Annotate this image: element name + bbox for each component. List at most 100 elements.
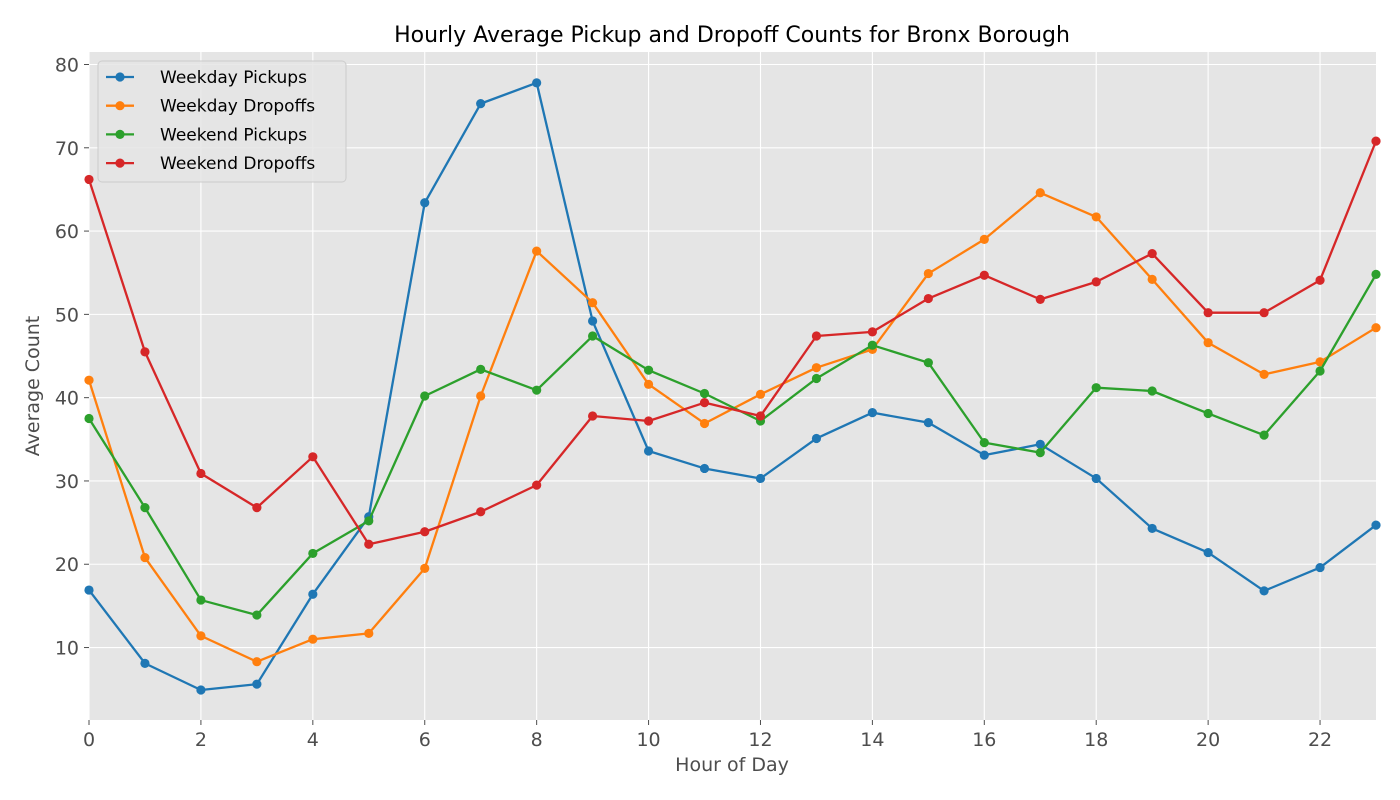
data-point: [1035, 439, 1045, 449]
x-tick-label: 10: [636, 729, 660, 751]
series-line: [87, 139, 1378, 546]
y-axis-label: Average Count: [22, 316, 44, 457]
data-point: [699, 388, 710, 399]
data-point: [1203, 308, 1213, 318]
legend-swatch-marker: [115, 158, 125, 168]
data-point: [643, 446, 654, 456]
legend-box: [97, 60, 347, 183]
data-point: [84, 174, 94, 185]
data-point: [1371, 269, 1381, 279]
data-point: [699, 418, 710, 429]
legend-swatch-marker: [115, 101, 125, 111]
data-point: [84, 585, 94, 595]
data-point: [811, 433, 822, 444]
data-point: [811, 373, 822, 384]
x-tick-label: 0: [83, 729, 95, 751]
y-axis-ticks: 10 20 30 40 50 60 70 80: [55, 54, 89, 660]
data-point: [811, 331, 822, 341]
data-point: [476, 507, 486, 517]
data-point: [867, 408, 877, 418]
data-point: [252, 657, 262, 667]
legend-swatch-marker: [115, 72, 125, 82]
legend-label: Weekend Pickups: [160, 125, 307, 145]
legend-swatch-marker: [115, 129, 125, 139]
data-point: [755, 389, 766, 399]
data-point: [643, 379, 654, 389]
data-point: [923, 268, 933, 279]
data-point: [1147, 248, 1157, 259]
data-point: [308, 634, 318, 644]
data-point: [252, 610, 262, 620]
series-line: [87, 273, 1378, 617]
data-point: [755, 411, 766, 421]
legend-item: Weekday Pickups: [106, 68, 307, 88]
x-axis-label: Hour of Day: [675, 754, 789, 776]
data-point: [923, 293, 933, 304]
data-point: [196, 468, 206, 479]
data-point: [476, 99, 486, 109]
data-point: [1259, 308, 1269, 318]
x-tick-label: 18: [1084, 729, 1108, 751]
series-weekend-dropoffs: [84, 136, 1381, 549]
data-point: [1035, 294, 1045, 304]
data-point: [140, 503, 150, 513]
x-tick-label: 20: [1196, 729, 1220, 751]
y-tick-label: 50: [55, 304, 79, 326]
data-point: [84, 375, 94, 385]
data-point: [979, 270, 989, 280]
legend-item: Weekday Dropoffs: [106, 97, 315, 117]
data-point: [420, 563, 430, 574]
data-point: [84, 413, 94, 424]
x-axis-ticks: 0 2 4 6 8 10 12 14 16 18 20 22: [83, 720, 1332, 751]
data-point: [252, 503, 262, 513]
data-point: [1147, 523, 1157, 534]
data-point: [1315, 562, 1325, 573]
legend-label: Weekend Dropoffs: [160, 154, 315, 174]
series-line: [87, 81, 1378, 692]
data-point: [979, 450, 989, 460]
data-point: [1147, 386, 1157, 396]
data-point: [1035, 188, 1045, 198]
data-point: [420, 527, 430, 537]
data-point: [588, 316, 598, 326]
data-point: [811, 363, 822, 373]
data-point: [532, 385, 542, 395]
data-point: [140, 552, 150, 563]
data-point: [699, 463, 710, 474]
data-point: [643, 365, 654, 375]
data-point: [252, 679, 262, 689]
data-point: [476, 364, 486, 374]
y-tick-label: 10: [55, 638, 79, 660]
x-tick-label: 6: [419, 729, 431, 751]
data-point: [923, 418, 933, 428]
legend-label: Weekday Pickups: [160, 68, 307, 88]
data-point: [196, 685, 206, 695]
data-point: [1203, 338, 1213, 348]
data-point: [476, 391, 486, 401]
data-point: [1371, 323, 1381, 333]
data-point: [140, 347, 150, 357]
data-point: [1315, 275, 1325, 285]
series-weekend-pickups: [84, 269, 1381, 620]
data-point: [140, 658, 150, 668]
data-point: [1371, 520, 1381, 530]
data-point: [1259, 430, 1269, 440]
y-tick-label: 40: [55, 388, 79, 410]
y-tick-label: 80: [55, 54, 79, 76]
data-point: [364, 539, 374, 549]
data-point: [308, 548, 318, 559]
y-tick-label: 30: [55, 471, 79, 493]
legend-item: Weekend Pickups: [106, 125, 307, 145]
data-point: [308, 589, 318, 599]
legend-item: Weekend Dropoffs: [106, 154, 315, 174]
data-point: [1315, 357, 1325, 367]
chart-title: Hourly Average Pickup and Dropoff Counts…: [394, 23, 1070, 48]
data-point: [588, 298, 598, 308]
data-point: [1091, 383, 1101, 393]
x-tick-label: 22: [1308, 729, 1332, 751]
x-tick-label: 8: [531, 729, 543, 751]
x-tick-label: 4: [307, 729, 319, 751]
data-point: [196, 595, 206, 605]
